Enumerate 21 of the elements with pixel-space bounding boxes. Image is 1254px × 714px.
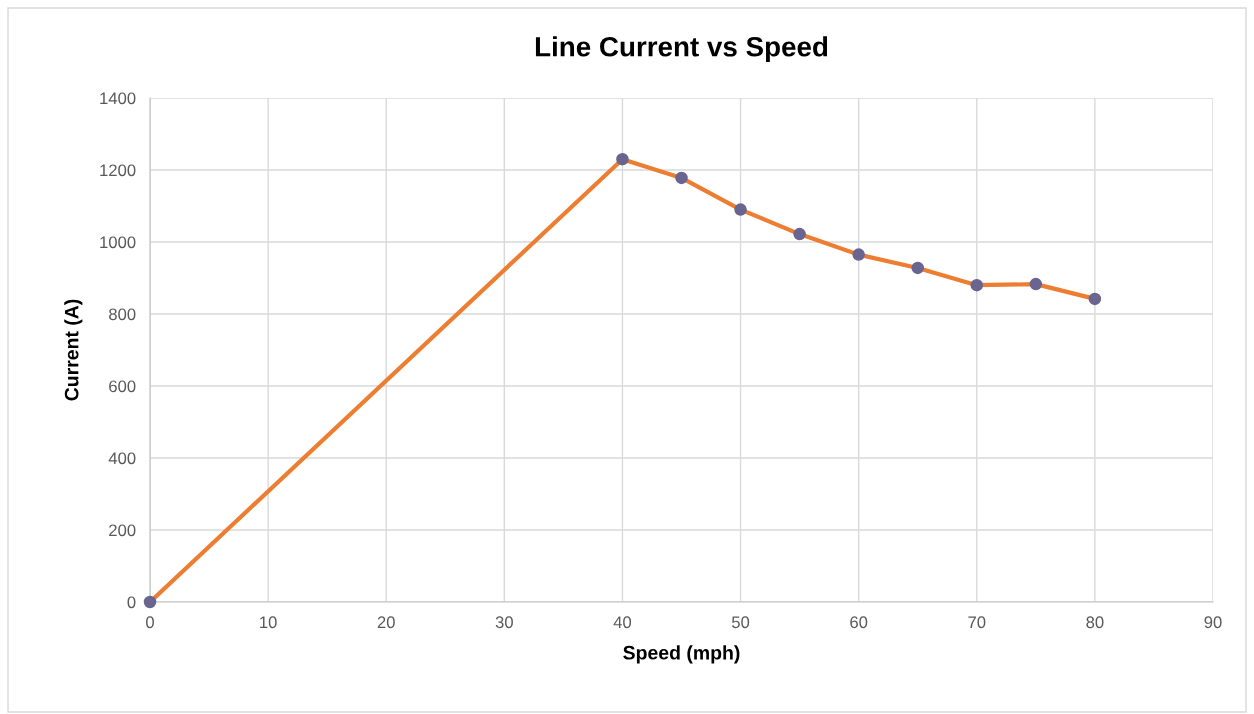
x-axis-title: Speed (mph) xyxy=(623,645,740,664)
x-tick-label: 20 xyxy=(377,616,395,629)
x-tick-label: 80 xyxy=(1086,616,1104,629)
y-tick-label: 0 xyxy=(127,596,136,609)
y-tick-label: 1400 xyxy=(100,92,136,105)
x-tick-label: 10 xyxy=(260,616,277,629)
y-tick-label: 600 xyxy=(109,380,136,393)
x-tick-label: 0 xyxy=(146,616,154,629)
y-tick-label: 1200 xyxy=(100,164,136,177)
x-tick-label: 50 xyxy=(731,616,750,629)
chart-title: Line Current vs Speed xyxy=(535,36,828,63)
x-tick-label: 90 xyxy=(1204,616,1222,629)
x-tick-label: 30 xyxy=(495,616,513,629)
x-tick-label: 60 xyxy=(850,616,868,629)
y-axis-title: Current (A) xyxy=(64,299,83,401)
y-tick-label: 800 xyxy=(109,308,136,321)
x-tick-label: 70 xyxy=(968,616,986,629)
x-tick-label: 40 xyxy=(613,616,632,629)
y-tick-label: 400 xyxy=(108,452,136,465)
y-tick-label: 200 xyxy=(109,524,136,537)
y-tick-label: 1000 xyxy=(100,236,136,249)
